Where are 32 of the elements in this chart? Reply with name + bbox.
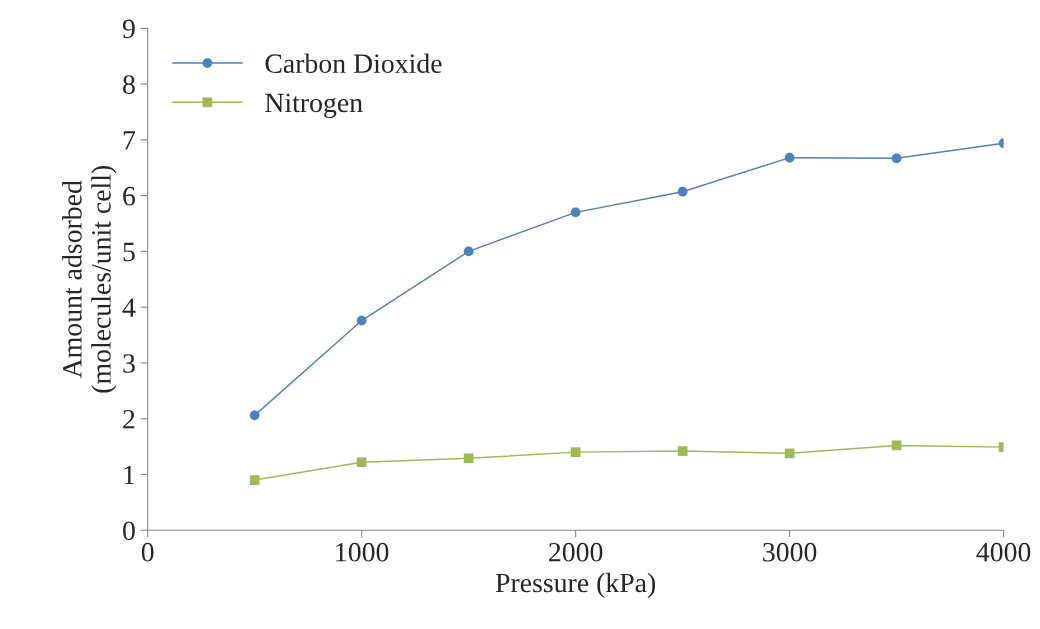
point: [677, 446, 688, 456]
x-axis-title: Pressure (kPa): [495, 572, 656, 598]
point: [570, 207, 581, 218]
y-tick-label: 8: [123, 75, 135, 94]
point: [677, 186, 688, 197]
point: [891, 153, 902, 164]
y-tick-label: 2: [123, 409, 135, 429]
point: [570, 447, 581, 458]
y-tick-label: 6: [123, 186, 136, 206]
point: [463, 246, 474, 257]
point: [249, 475, 260, 485]
y-tick-label: 1: [124, 465, 135, 485]
point: [784, 152, 795, 163]
y-tick-label: 4: [122, 298, 136, 317]
point: [249, 410, 260, 421]
x-tick-label: 0: [141, 542, 154, 562]
x-tick-label: 4000: [976, 542, 1031, 562]
y-tick-label: 7: [123, 131, 136, 150]
y-tick-label: 0: [123, 521, 135, 541]
x-tick-label: 1000: [336, 542, 389, 562]
x-tick-label: 2000: [549, 542, 603, 562]
y-tick-label: 5: [123, 242, 135, 262]
x-tick-label: 3000: [763, 542, 817, 562]
point: [356, 457, 367, 468]
point: [356, 315, 367, 326]
y-tick-label: 9: [122, 19, 135, 39]
legend-label: Carbon Dioxide: [265, 53, 442, 74]
point: [784, 448, 795, 459]
y-tick-label: 3: [123, 354, 135, 373]
legend-label: Nitrogen: [265, 93, 363, 118]
y-axis-title: Amount adsorbed (molecules/unit cell): [62, 165, 117, 393]
point: [463, 453, 474, 464]
